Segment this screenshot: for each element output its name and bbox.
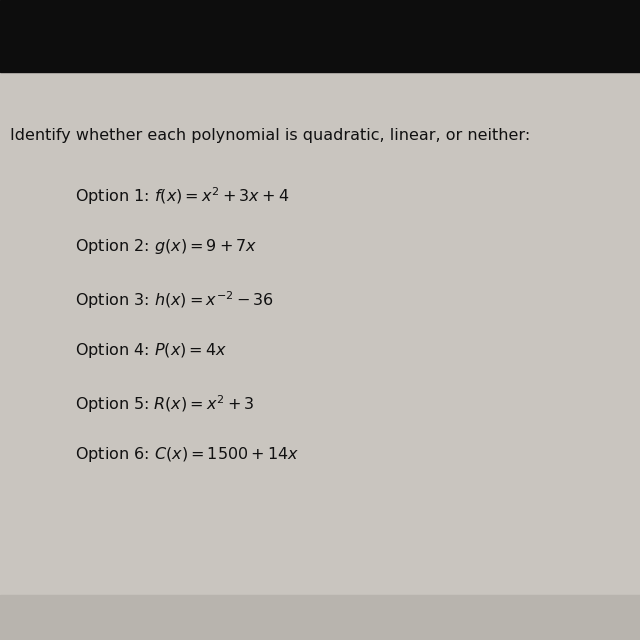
- Text: Option 5: $R(x) = x^2 + 3$: Option 5: $R(x) = x^2 + 3$: [75, 393, 255, 415]
- Bar: [0, 0, 640, 72]
- Text: Option 1: $f(x) = x^2 + 3x + 4$: Option 1: $f(x) = x^2 + 3x + 4$: [75, 185, 289, 207]
- Text: Option 6: $C(x) = 1500 + 14x$: Option 6: $C(x) = 1500 + 14x$: [75, 445, 300, 464]
- Text: Option 3: $h(x) = x^{-2} - 36$: Option 3: $h(x) = x^{-2} - 36$: [75, 289, 274, 310]
- Text: Option 2: $g(x) = 9 + 7x$: Option 2: $g(x) = 9 + 7x$: [75, 237, 257, 256]
- Text: Identify whether each polynomial is quadratic, linear, or neither:: Identify whether each polynomial is quad…: [10, 128, 531, 143]
- Bar: [0, 595, 640, 640]
- Text: Option 4: $P(x) = 4x$: Option 4: $P(x) = 4x$: [75, 341, 227, 360]
